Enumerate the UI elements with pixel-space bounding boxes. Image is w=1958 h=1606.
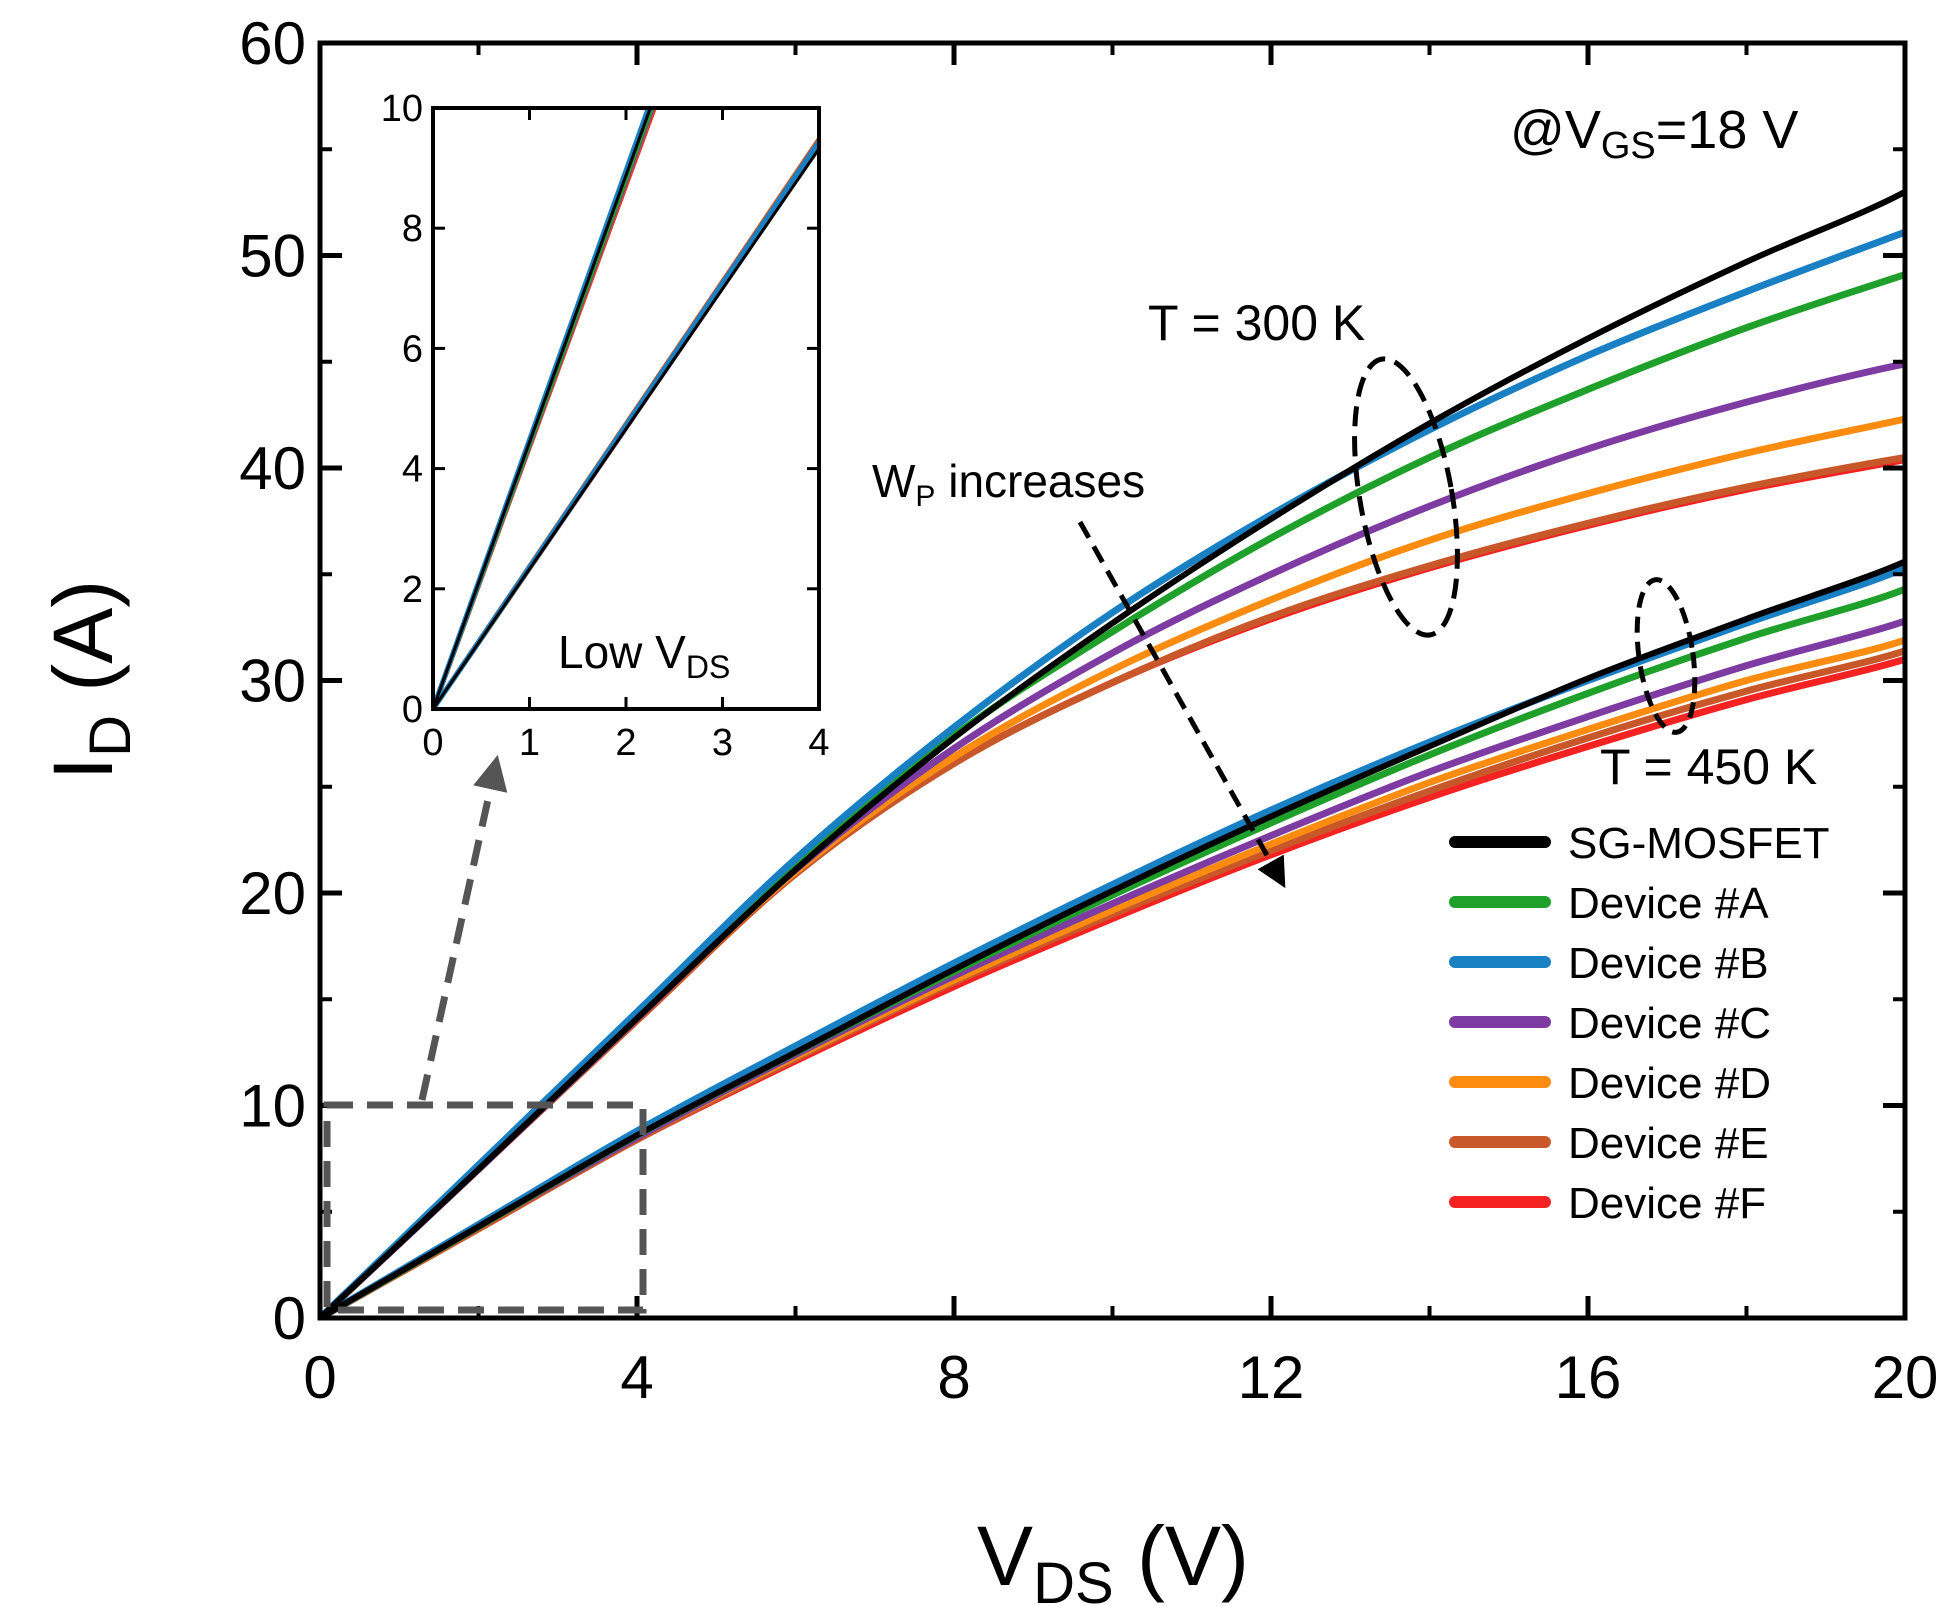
x-tick-label: 8: [937, 1344, 970, 1411]
t450-label: T = 450 K: [1600, 739, 1817, 795]
curve-i300-device-b: [320, 228, 1905, 1318]
inset-y-tick-label: 0: [402, 689, 423, 731]
zoom-region-box: [323, 1101, 647, 1314]
x-tick-label: 4: [620, 1344, 653, 1411]
legend-label: Device #E: [1568, 1119, 1769, 1168]
y-tick-label: 20: [239, 860, 306, 927]
ellipse-450k: [1634, 577, 1698, 735]
curve-i450-device-b: [320, 564, 1905, 1318]
legend-label: Device #C: [1568, 999, 1771, 1048]
x-tick-label: 16: [1555, 1344, 1622, 1411]
legend-label: Device #A: [1568, 879, 1769, 928]
y-tick-label: 50: [239, 223, 306, 290]
x-tick-label: 0: [303, 1344, 336, 1411]
x-tick-label: 12: [1238, 1344, 1305, 1411]
inset-low-vds-label: Low VDS: [558, 626, 730, 685]
main-plot-lines: [320, 188, 1905, 1318]
inset-y-tick-label: 10: [381, 88, 423, 130]
y-tick-label: 10: [239, 1073, 306, 1140]
inset-line-slope450-sg-mosfet: [433, 148, 819, 709]
legend-label: Device #F: [1568, 1179, 1766, 1228]
inset-y-tick-label: 6: [402, 328, 423, 370]
y-tick-label: 60: [239, 10, 306, 77]
y-tick-label: 0: [273, 1285, 306, 1352]
x-tick-label: 20: [1872, 1344, 1939, 1411]
vgs-annotation: @VGS=18 V: [1510, 100, 1798, 167]
inset-x-tick-label: 3: [712, 722, 733, 764]
curve-i300-sg-mosfet: [320, 188, 1905, 1318]
inset-x-tick-label: 4: [808, 722, 829, 764]
inset-x-tick-label: 1: [519, 722, 540, 764]
curve-i450-sg-mosfet: [320, 558, 1905, 1318]
inset-lines: [433, 108, 819, 709]
inset-y-tick-label: 8: [402, 208, 423, 250]
y-tick-label: 30: [239, 648, 306, 715]
t300-label: T = 300 K: [1148, 295, 1365, 351]
legend: SG-MOSFET Device #A Device #B Device #C Devi…: [1449, 819, 1830, 1228]
inset-background: [433, 108, 819, 709]
inset-plot: 0 1 2 3 4 0 2 4 6 8 10 Low VDS: [381, 88, 830, 764]
wp-arrow: [1077, 520, 1286, 889]
legend-label: Device #B: [1568, 939, 1769, 988]
inset-y-tick-label: 2: [402, 569, 423, 611]
y-tick-label: 40: [239, 435, 306, 502]
ellipse-300k: [1352, 356, 1460, 638]
inset-y-tick-label: 4: [402, 449, 423, 491]
legend-label: SG-MOSFET: [1568, 819, 1830, 868]
x-axis-label: VDS (V): [977, 1509, 1249, 1606]
y-axis-label: ID (A): [36, 580, 143, 781]
inset-x-tick-label: 2: [615, 722, 636, 764]
inset-x-tick-label: 0: [422, 722, 443, 764]
wp-increases-label: WP increases: [872, 455, 1145, 513]
inset-line-slope300-sg-mosfet: [433, 108, 652, 709]
legend-label: Device #D: [1568, 1059, 1771, 1108]
zoom-arrow: [418, 754, 508, 1101]
